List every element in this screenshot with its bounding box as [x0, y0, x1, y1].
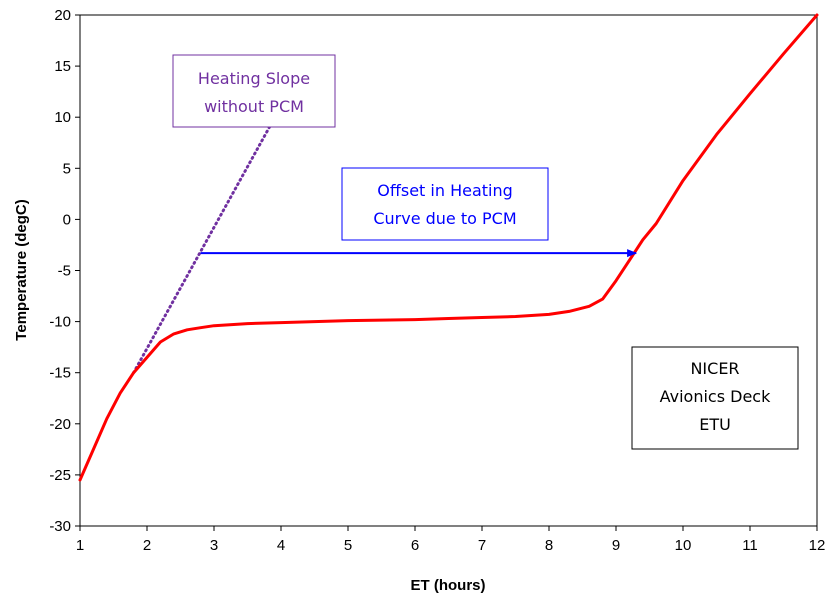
x-axis-ticks: 1 2 3 4 5 6 7 8 9 10 11 12 [76, 526, 826, 554]
x-tick-label: 5 [344, 537, 352, 554]
x-tick-label: 10 [675, 537, 692, 554]
annotation-offset-line1: Offset in Heating [377, 181, 513, 200]
annotation-nicer-line2: Avionics Deck [660, 387, 771, 406]
annotation-nicer: NICER Avionics Deck ETU [631, 346, 799, 450]
y-tick-label: 5 [63, 160, 71, 177]
x-tick-label: 11 [742, 537, 758, 554]
x-tick-label: 6 [411, 537, 419, 554]
series-temperature-line [78, 13, 819, 482]
annotation-nicer-line3: ETU [699, 415, 731, 434]
y-tick-label: -10 [49, 314, 71, 331]
y-tick-label: -5 [58, 263, 71, 280]
y-tick-label: -15 [49, 365, 71, 382]
x-tick-label: 9 [612, 537, 620, 554]
series-layer [78, 13, 819, 482]
y-tick-label: 10 [54, 109, 71, 126]
x-tick-label: 4 [277, 537, 285, 554]
x-tick-label: 12 [809, 537, 826, 554]
annotation-nicer-line1: NICER [690, 359, 739, 378]
y-tick-label: -25 [49, 467, 71, 484]
y-tick-label: 20 [54, 7, 71, 24]
y-axis-ticks: -30 -25 -20 -15 -10 -5 0 5 10 15 20 [49, 7, 80, 535]
annotation-offset-line2: Curve due to PCM [373, 209, 516, 228]
annotation-heating-slope: Heating Slope without PCM [172, 54, 336, 128]
x-tick-label: 2 [143, 537, 151, 554]
x-tick-label: 1 [76, 537, 84, 554]
x-axis-label: ET (hours) [411, 577, 486, 594]
annotation-offset: Offset in Heating Curve due to PCM [341, 167, 549, 241]
x-tick-label: 3 [210, 537, 218, 554]
annotation-heating-slope-line2: without PCM [204, 97, 304, 116]
y-tick-label: 15 [54, 58, 71, 75]
y-tick-label: -30 [49, 518, 71, 535]
annotation-heating-slope-line1: Heating Slope [198, 69, 310, 88]
y-tick-label: 0 [63, 211, 71, 228]
series-heating-slope-line [132, 122, 273, 375]
x-tick-label: 8 [545, 537, 553, 554]
y-axis-label: Temperature (degC) [13, 199, 30, 340]
y-tick-label: -20 [49, 416, 71, 433]
x-tick-label: 7 [478, 537, 486, 554]
